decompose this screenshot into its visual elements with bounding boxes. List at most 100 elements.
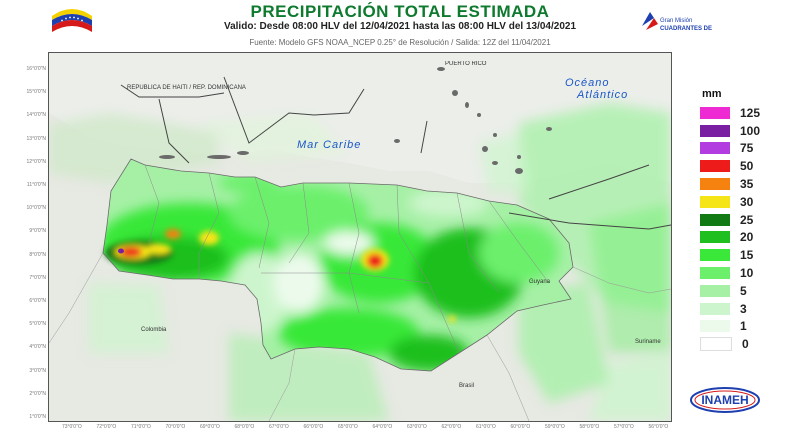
- svg-text:Gran Misión: Gran Misión: [660, 18, 692, 24]
- longitude-tick: 68°0'0"O: [234, 424, 255, 430]
- latitude-tick: 2°0'0"N: [29, 390, 46, 397]
- legend-swatch: [700, 142, 730, 155]
- legend-item: 125: [700, 104, 790, 122]
- source-note: Fuente: Modelo GFS NOAA_NCEP 0.25° de Re…: [249, 38, 551, 47]
- inameh-logo: INAMEH: [688, 385, 762, 415]
- longitude-tick: 65°0'0"O: [338, 424, 358, 430]
- longitude-tick: 63°0'0"O: [407, 424, 427, 430]
- puerto-rico-label: PUERTO RICO: [445, 61, 487, 67]
- longitude-tick: 59°0'0"O: [545, 424, 565, 430]
- map-canvas: [49, 53, 671, 421]
- latitude-tick: 1°0'0"N: [29, 414, 46, 420]
- longitude-tick: 61°0'0"O: [476, 424, 496, 430]
- legend-label: 125: [740, 105, 761, 120]
- latitude-ticks: 16°0'0"N 15°0'0"N 14°0'0"N 13°0'0"N 12°0'0"N…: [22, 52, 48, 420]
- longitude-tick: 73°0'0"O: [62, 424, 82, 430]
- longitude-tick: 57°0'0"O: [614, 424, 634, 430]
- legend-label: 15: [740, 248, 754, 263]
- rep-dominicana-label: REPUBLICA DE HAITI / REP. DOMINICANA: [127, 85, 246, 91]
- rain-field-regional: [49, 103, 671, 421]
- latitude-tick: 6°0'0"N: [29, 298, 46, 304]
- legend-swatch: [700, 267, 730, 280]
- legend-label: 50: [740, 159, 754, 174]
- longitude-tick: 64°0'0"O: [372, 424, 393, 430]
- venezuela-border: [102, 158, 574, 372]
- latitude-tick: 12°0'0"N: [26, 158, 46, 165]
- latitude-tick: 5°0'0"N: [29, 321, 46, 328]
- legend-item: 30: [700, 193, 790, 211]
- longitude-tick: 66°0'0"O: [303, 424, 324, 430]
- legend-label: 35: [740, 177, 754, 192]
- legend-item: 10: [700, 264, 790, 282]
- legend-label: 20: [740, 230, 754, 245]
- legend-item: 35: [700, 175, 790, 193]
- legend-item: 15: [700, 246, 790, 264]
- guyana-label: Guyana: [529, 279, 551, 285]
- legend-item: 3: [700, 300, 790, 318]
- brasil-label: Brasil: [459, 383, 475, 389]
- longitude-tick: 69°0'0"O: [200, 424, 220, 430]
- caribbean-sea-label: Mar Caribe: [297, 139, 362, 151]
- longitude-ticks: 73°0'0"O 72°0'0"O 71°0'0"O 70°0'0"O 69°0'0"O…: [48, 424, 670, 436]
- legend-item: 20: [700, 229, 790, 247]
- longitude-tick: 71°0'0"O: [131, 424, 151, 430]
- legend-label: 5: [740, 283, 747, 298]
- state-borders: [144, 164, 550, 354]
- longitude-tick: 56°0'0"O: [648, 424, 669, 430]
- legend-label: 100: [740, 123, 761, 138]
- legend-swatch: [700, 160, 730, 173]
- legend-item: 75: [700, 140, 790, 158]
- maritime-boundaries: [120, 76, 671, 230]
- legend-swatch: [700, 249, 730, 262]
- cuadrantes-de-paz-logo: Gran Misión CUADRANTES DE PAZ: [640, 8, 726, 38]
- latitude-tick: 9°0'0"N: [29, 228, 46, 235]
- suriname-label: Suriname: [635, 339, 661, 345]
- legend-swatch: [700, 213, 730, 226]
- legend-swatch: [700, 231, 730, 244]
- legend-unit: mm: [702, 88, 722, 100]
- legend-swatch: [700, 320, 730, 333]
- legend-item: 1: [700, 318, 790, 336]
- validity-subtitle: Valido: Desde 08:00 HLV del 12/04/2021 h…: [223, 21, 577, 32]
- inameh-logo-text: INAMEH: [701, 393, 748, 407]
- legend-label: 25: [740, 212, 754, 227]
- colombia-label: Colombia: [141, 327, 167, 333]
- latitude-tick: 8°0'0"N: [29, 251, 46, 258]
- svg-text:CUADRANTES DE PAZ: CUADRANTES DE PAZ: [660, 26, 712, 32]
- legend-item: 5: [700, 282, 790, 300]
- longitude-tick: 70°0'0"O: [165, 424, 186, 430]
- legend-swatch: [700, 284, 730, 297]
- atlantic-ocean-label-1: Océano: [565, 77, 610, 89]
- intense-rain-cells: [105, 229, 456, 322]
- precipitation-legend: mm 125 100 75 50 35 30 25 20 15 10 5 3 1 0: [700, 88, 790, 353]
- latitude-tick: 4°0'0"N: [29, 344, 46, 351]
- longitude-tick: 72°0'0"O: [96, 424, 117, 430]
- legend-label: 75: [740, 141, 754, 156]
- latitude-tick: 10°0'0"N: [26, 205, 46, 212]
- latitude-tick: 7°0'0"N: [29, 274, 46, 281]
- legend-swatch: [700, 178, 730, 191]
- longitude-tick: 62°0'0"O: [441, 424, 462, 430]
- legend-swatch: [700, 124, 730, 137]
- latitude-tick: 11°0'0"N: [26, 182, 46, 188]
- legend-item: 25: [700, 211, 790, 229]
- legend-label: 3: [740, 301, 747, 316]
- longitude-tick: 58°0'0"O: [579, 424, 600, 430]
- precipitation-map: Mar Caribe Océano Atlántico Colombia Bra…: [48, 52, 672, 422]
- legend-swatch: [700, 302, 730, 315]
- latitude-tick: 16°0'0"N: [26, 66, 46, 72]
- venezuela-flag-logo: [52, 9, 92, 32]
- longitude-tick: 67°0'0"O: [269, 424, 289, 430]
- legend-item: 100: [700, 122, 790, 140]
- legend-label: 0: [742, 337, 749, 352]
- legend-swatch: [700, 337, 732, 352]
- legend-swatch: [700, 195, 730, 208]
- latitude-tick: 14°0'0"N: [26, 112, 46, 119]
- legend-swatch: [700, 106, 730, 119]
- atlantic-ocean-label-2: Atlántico: [577, 89, 629, 101]
- caribbean-islands: [159, 67, 552, 174]
- legend-label: 1: [740, 319, 747, 334]
- legend-item: 0: [700, 335, 790, 353]
- map-title: PRECIPITACIÓN TOTAL ESTIMADA: [250, 2, 550, 21]
- legend-item: 50: [700, 157, 790, 175]
